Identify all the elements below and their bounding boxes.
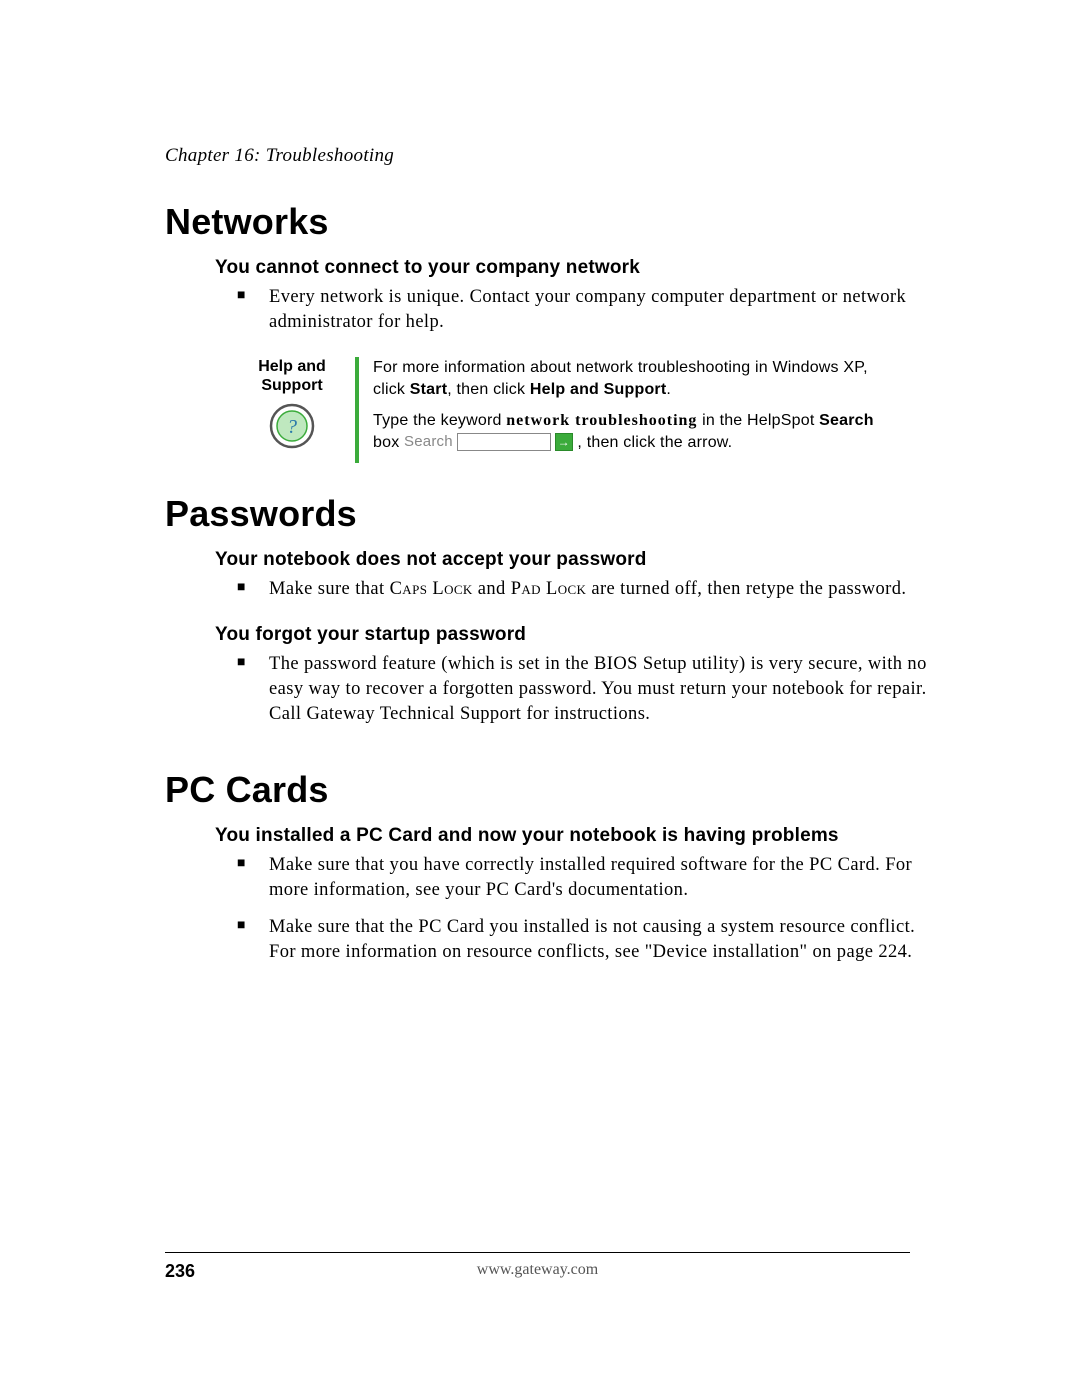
networks-bullets: Every network is unique. Contact your co… <box>237 285 930 335</box>
help-p2-e: , then click the arrow. <box>573 434 733 451</box>
help-label-line1: Help and <box>258 358 326 375</box>
pccards-sub: You installed a PC Card and now your not… <box>215 825 930 847</box>
chapter-heading: Chapter 16: Troubleshooting <box>165 145 930 167</box>
passwords-bullets-1: Make sure that Caps Lock and Pad Lock ar… <box>237 577 930 602</box>
search-ui: Search → <box>404 432 573 452</box>
search-label: Search <box>404 432 453 452</box>
section-networks-title: Networks <box>165 201 930 243</box>
help-text: For more information about network troub… <box>373 357 897 463</box>
passwords-bullet-1: Make sure that Caps Lock and Pad Lock ar… <box>237 577 930 602</box>
svg-text:?: ? <box>287 416 297 438</box>
help-left: Help and Support ? <box>237 357 347 463</box>
help-icon: ? <box>269 403 315 449</box>
pw-b1-b: and <box>473 579 511 599</box>
pw-b1-caps: Caps Lock <box>390 579 473 599</box>
help-p2: Type the keyword network troubleshooting… <box>373 410 897 453</box>
passwords-sub1: Your notebook does not accept your passw… <box>215 549 930 571</box>
search-go-button[interactable]: → <box>555 433 573 451</box>
help-p1: For more information about network troub… <box>373 357 897 400</box>
help-label-line2: Support <box>261 377 322 394</box>
help-p1-hs: Help and Support <box>530 381 667 398</box>
pccards-bullet-1: Make sure that you have correctly instal… <box>237 853 930 903</box>
help-divider <box>355 357 359 463</box>
help-p2-d: box <box>373 434 404 451</box>
passwords-bullet-2: The password feature (which is set in th… <box>237 652 930 727</box>
help-p1-e: . <box>666 381 671 398</box>
pw-b1-pad: Pad Lock <box>511 579 587 599</box>
page-footer: 236 www.gateway.com <box>165 1252 910 1282</box>
pw-b1-c: are turned off, then retype the password… <box>586 579 906 599</box>
section-passwords-title: Passwords <box>165 493 930 535</box>
help-p1-start: Start <box>410 381 447 398</box>
help-support-box: Help and Support ? For more information … <box>237 357 897 463</box>
pccards-bullet-2: Make sure that the PC Card you installed… <box>237 915 930 965</box>
help-p2-a: Type the keyword <box>373 412 506 429</box>
search-input[interactable] <box>457 433 551 451</box>
help-p1-c: , then click <box>447 381 530 398</box>
help-p2-b: in the HelpSpot <box>697 412 819 429</box>
footer-url: www.gateway.com <box>477 1261 598 1279</box>
passwords-sub2: You forgot your startup password <box>215 624 930 646</box>
help-p2-keyword: network troubleshooting <box>506 412 697 429</box>
passwords-bullets-2: The password feature (which is set in th… <box>237 652 930 727</box>
networks-subhead: You cannot connect to your company netwo… <box>215 257 930 279</box>
section-pccards-title: PC Cards <box>165 769 930 811</box>
help-p2-search: Search <box>819 412 874 429</box>
pccards-bullets: Make sure that you have correctly instal… <box>237 853 930 965</box>
page-number: 236 <box>165 1261 195 1282</box>
document-page: Chapter 16: Troubleshooting Networks You… <box>0 0 1080 1397</box>
help-label: Help and Support <box>258 357 326 395</box>
pw-b1-a: Make sure that <box>269 579 390 599</box>
networks-bullet-1: Every network is unique. Contact your co… <box>237 285 930 335</box>
